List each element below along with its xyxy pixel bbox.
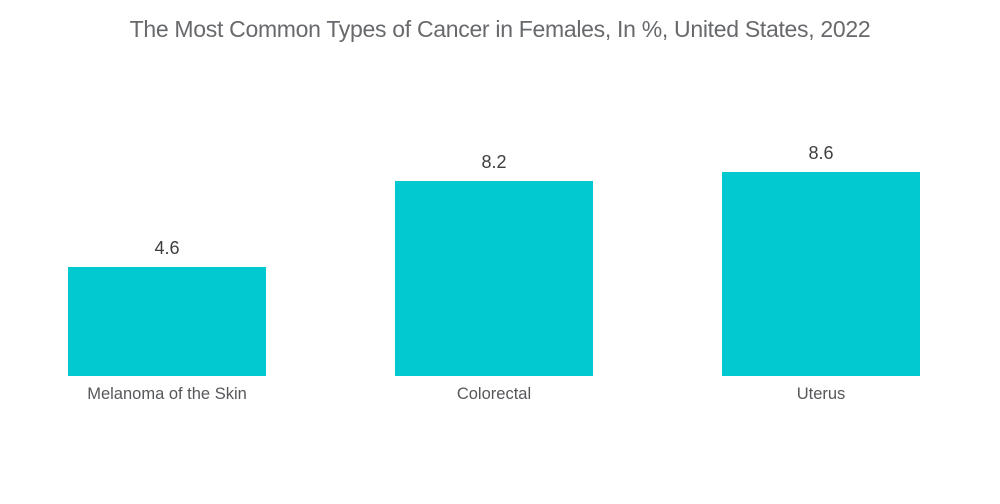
bar xyxy=(68,267,266,376)
bar-value-label: 8.6 xyxy=(808,143,834,163)
bar xyxy=(395,181,593,376)
category-label: Uterus xyxy=(796,385,846,403)
category-label: Colorectal xyxy=(456,385,532,403)
category-label: Melanoma of the Skin xyxy=(87,385,247,403)
bar xyxy=(722,172,920,376)
chart-title: The Most Common Types of Cancer in Femal… xyxy=(129,16,871,42)
bar-value-label: 4.6 xyxy=(154,238,180,258)
bar-value-label: 8.2 xyxy=(481,152,507,172)
